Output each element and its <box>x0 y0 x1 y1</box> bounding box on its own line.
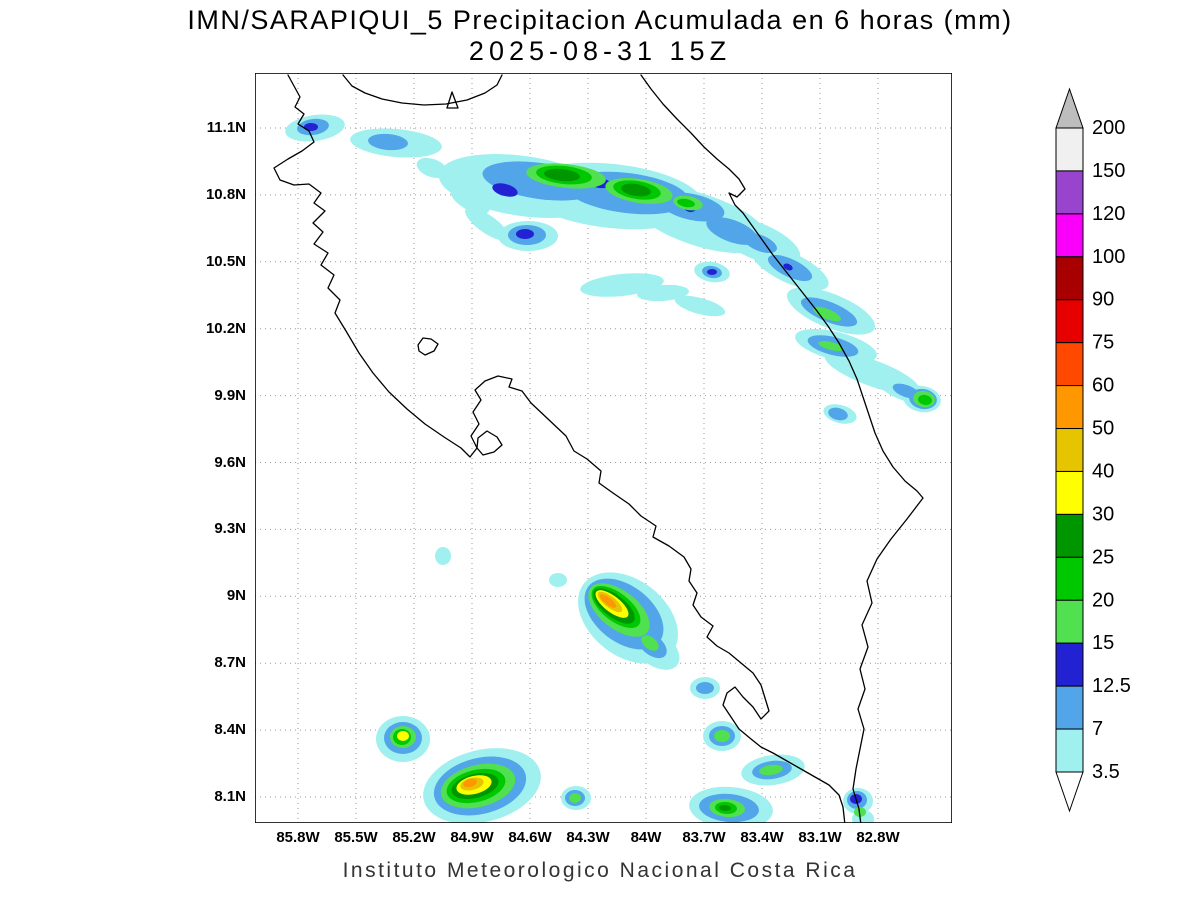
precip-blob-p12_5 <box>492 183 518 197</box>
colorbar-label: 60 <box>1092 375 1114 397</box>
colorbar-label: 7 <box>1092 718 1103 740</box>
precip-blob-p20 <box>677 198 695 208</box>
colorbar-band <box>1055 127 1084 172</box>
colorbar-band <box>1055 513 1084 558</box>
y-tick-label: 9.9N <box>214 386 246 404</box>
colorbar-triangle-bottom <box>1055 771 1084 813</box>
y-tick-label: 11.1N <box>206 119 246 136</box>
colorbar-label: 20 <box>1092 589 1114 611</box>
colorbar-label: 50 <box>1092 418 1114 440</box>
x-tick-label: 83.7W <box>682 829 726 846</box>
x-tick-label: 84.9W <box>450 829 494 846</box>
x-tick-label: 84.6W <box>508 829 552 846</box>
colorbar-band <box>1055 213 1084 258</box>
colorbar-band <box>1055 556 1084 601</box>
precip-blob-p15 <box>812 306 842 322</box>
colorbar-band <box>1055 599 1084 644</box>
colorbar-label: 75 <box>1092 332 1114 354</box>
x-tick-label: 85.5W <box>334 829 378 846</box>
colorbar-band <box>1055 728 1084 773</box>
colorbar-band <box>1055 642 1084 687</box>
precip-blob-p3_5 <box>674 295 726 317</box>
precip-blob-p15 <box>714 730 730 742</box>
colorbar-label: 40 <box>1092 460 1114 482</box>
precip-blob-p3_5 <box>549 573 567 587</box>
precip-blob-p12_5 <box>304 123 318 131</box>
precip-blob-p15 <box>818 341 844 351</box>
coastline <box>273 74 846 823</box>
y-tick-label: 10.2N <box>205 319 246 337</box>
precip-blob-p15 <box>569 793 581 803</box>
precip-blob-p7 <box>828 407 848 421</box>
x-tick-label: 84W <box>630 829 662 846</box>
precip-blob-p15 <box>759 764 783 776</box>
coastline <box>446 91 459 109</box>
x-tick-label: 82.8W <box>856 829 900 846</box>
precip-blob-p7 <box>696 682 714 694</box>
coastline <box>417 337 439 356</box>
precip-blob-p3_5 <box>435 547 451 565</box>
colorbar-label: 150 <box>1092 160 1125 182</box>
y-tick-label: 9.6N <box>214 453 246 471</box>
colorbar-band <box>1055 299 1084 344</box>
colorbar-band <box>1055 342 1084 387</box>
precip-blob-p20 <box>918 394 932 406</box>
colorbar-label: 100 <box>1092 246 1125 268</box>
y-tick-label: 10.5N <box>205 252 246 270</box>
colorbar-label: 30 <box>1092 503 1114 525</box>
map-title: IMN/SARAPIQUI_5 Precipitacion Acumulada … <box>187 5 1013 35</box>
colorbar-label: 15 <box>1092 632 1114 654</box>
colorbar: 200 150 120 100 90 75 60 50 40 30 25 20 15 12.5 7 3.5 <box>1055 87 1131 813</box>
colorbar-label: 12.5 <box>1092 675 1131 697</box>
colorbar-band <box>1055 170 1084 215</box>
coastline <box>476 430 503 456</box>
precip-blob-p25 <box>719 804 731 812</box>
colorbar-label: 200 <box>1092 117 1125 139</box>
colorbar-label: 120 <box>1092 203 1125 225</box>
precip-blob-p3_5 <box>465 207 509 241</box>
y-tick-label: 9.3N <box>214 520 246 538</box>
x-tick-label: 83.4W <box>740 829 784 846</box>
colorbar-band <box>1055 685 1084 730</box>
y-tick-label: 8.7N <box>214 654 246 672</box>
precip-blob-p12_5 <box>783 263 793 271</box>
precip-blob-p50 <box>599 594 617 608</box>
coastline <box>342 74 503 106</box>
y-tick-label: 8.1N <box>214 788 246 805</box>
precip-blob-p12_5 <box>516 229 534 239</box>
precip-blob-p7 <box>368 133 408 151</box>
colorbar-label: 3.5 <box>1092 761 1120 783</box>
colorbar-band <box>1055 428 1084 472</box>
precip-blob-p15 <box>641 635 659 651</box>
precip-blob-p30 <box>397 731 409 741</box>
map-canvas <box>255 73 952 823</box>
x-tick-label: 84.3W <box>566 829 610 846</box>
x-tick-label: 85.8W <box>276 829 320 846</box>
y-tick-label: 8.4N <box>214 721 246 739</box>
x-tick-label: 85.2W <box>392 829 436 846</box>
colorbar-label: 25 <box>1092 546 1114 568</box>
precip-blob-p50 <box>463 778 477 788</box>
precip-blob-p12_5 <box>707 269 717 275</box>
precip-blob-p25 <box>544 168 580 182</box>
colorbar-label: 90 <box>1092 289 1114 311</box>
colorbar-band <box>1055 470 1084 515</box>
map-subtitle: 2025-08-31 15Z <box>468 36 732 66</box>
y-tick-label: 10.8N <box>205 185 246 203</box>
colorbar-triangle-top <box>1055 87 1084 129</box>
precip-blob-p3_5 <box>637 284 689 302</box>
x-tick-label: 83.1W <box>798 829 842 846</box>
y-tick-label: 9N <box>226 587 246 605</box>
precip-blob-p25 <box>621 183 651 197</box>
coastline <box>640 74 924 823</box>
colorbar-band <box>1055 256 1084 301</box>
colorbar-band <box>1055 385 1084 430</box>
footer-text: Instituto Meteorologico Nacional Costa R… <box>342 859 858 882</box>
